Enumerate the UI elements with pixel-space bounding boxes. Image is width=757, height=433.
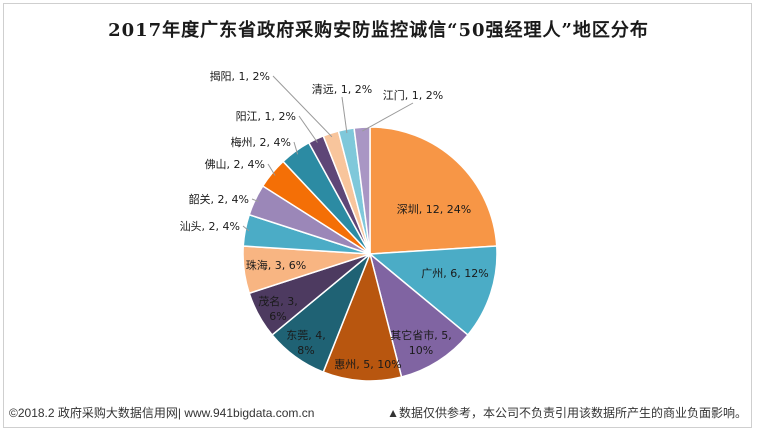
leader-line-13 (272, 75, 333, 138)
pie-slice-4 (322, 251, 403, 382)
pie-slices (242, 126, 498, 382)
disclaimer-note: ▲数据仅供参考，本公司不负责引用该数据所产生的商业负面影响。 (387, 406, 747, 420)
slice-label-6: 茂名, 3, 6% (258, 294, 298, 323)
chart-title: 2017年度广东省政府采购安防监控诚信“50强经理人”地区分布 (108, 20, 649, 41)
slice-label-13: 揭阳, 1, 2% (210, 69, 270, 83)
leader-line-11 (293, 141, 299, 155)
label-leaders (242, 75, 414, 232)
slice-label-8: 汕头, 2, 4% (180, 220, 240, 233)
pie-slice-1 (369, 126, 498, 255)
slice-label-15: 江门, 1, 2% (383, 88, 443, 102)
leader-line-14 (341, 96, 348, 134)
leader-line-15 (362, 102, 414, 132)
leader-line-10 (267, 163, 276, 176)
slice-labels: 深圳, 12, 24% 广州, 6, 12% 其它省市, 5, 10%惠州, 5, 1… (180, 69, 489, 371)
slice-label-10: 佛山, 2, 4% (205, 158, 265, 171)
slice-label-5: 东莞, 4, 8% (286, 329, 326, 357)
leader-line-12 (298, 115, 318, 143)
slice-label-4: 惠州, 5, 10% (334, 357, 401, 371)
source-credit: ©2018.2 政府采购大数据信用网| www.941bigdata.com.c… (9, 406, 315, 420)
slice-label-14: 清远, 1, 2% (312, 83, 372, 96)
slice-label-1: 深圳, 12, 24% (397, 203, 471, 216)
slice-label-2: 广州, 6, 12% (421, 267, 488, 280)
pie-slice-3 (368, 251, 469, 378)
slice-label-11: 梅州, 2, 4% (231, 135, 291, 149)
pie-slice-2 (368, 245, 498, 337)
slice-label-7: 珠海, 3, 6% (246, 258, 306, 272)
leader-line-8 (242, 225, 250, 232)
slice-label-12: 阳江, 1, 2% (236, 110, 296, 123)
leader-line-9 (251, 198, 259, 202)
slice-label-9: 韶关, 2, 4% (189, 192, 249, 206)
slice-label-3: 其它省市, 5, 10% (390, 328, 452, 357)
